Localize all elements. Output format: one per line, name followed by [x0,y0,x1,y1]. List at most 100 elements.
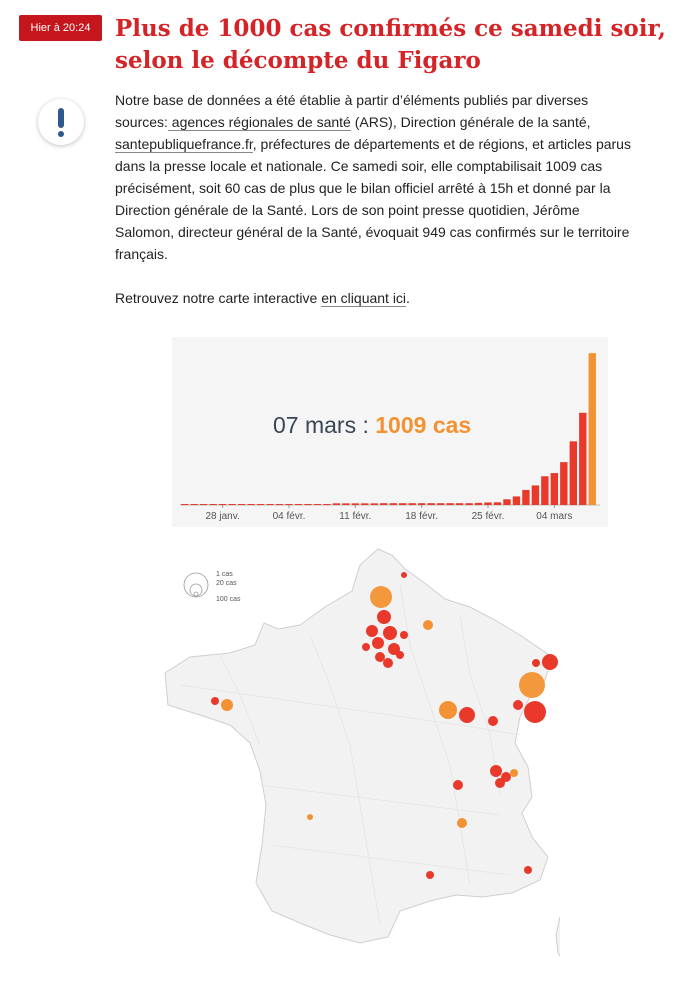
bar-25-janv- [190,504,198,505]
legend-circle-mid [189,583,203,597]
bubble-bretagne [211,697,219,705]
paragraph-sources: Notre base de données a été établie à pa… [115,89,635,265]
bubble-toulouse [426,871,434,879]
annotation-sep: : [356,412,375,438]
bar-19-f-vr- [427,503,435,505]
bubble-haute-savoie-1 [490,765,502,777]
bar-07-f-vr- [313,504,322,505]
bar-15-f-vr- [389,503,397,505]
link-santepublique[interactable]: santepubliquefrance.fr [115,136,253,153]
bar-26-f-vr- [493,502,502,505]
headline: Plus de 1000 cas confirmés ce samedi soi… [115,15,666,74]
bubble-lyon [453,780,463,790]
france-cases-map: 1 cas 20 cas 100 cas [160,545,560,975]
bubble-dijon [459,707,475,723]
bubble-strasbourg [542,654,558,670]
bubble-oise [370,586,392,608]
bubble-paris-6 [375,652,385,662]
bubble-paris-2 [366,625,378,637]
bubble-alsace-2 [532,659,540,667]
bubble-nord [401,572,407,578]
bubble-paris-5 [388,643,400,655]
bubble-paris-4 [372,637,384,649]
annotation-value: 1009 cas [375,412,471,438]
bar-27-f-vr- [503,499,511,505]
bar-23-f-vr- [465,503,473,505]
text-span: , préfectures de départements et de régi… [115,136,631,262]
time-badge: Hier à 20:24 [19,15,102,41]
x-tick-label: 25 févr. [472,511,505,522]
bar-28-f-vr- [512,496,521,505]
annotation-date-text: 07 mars [273,412,356,438]
link-ars[interactable]: agences régionales de santé [167,114,351,131]
bar-03-f-vr- [275,504,284,505]
bar-24-janv- [181,504,189,505]
bubble-cote-dor [439,701,457,719]
bar-29-f-vr- [522,489,530,505]
bar-20-f-vr- [436,503,445,505]
legend-circle-large [183,572,209,598]
bar-01-mars [531,485,540,505]
bar-05-f-vr- [294,504,303,505]
bar-31-janv- [247,504,255,505]
bubble-paris-1 [377,610,391,624]
bar-04-mars [560,462,568,505]
bubble-paris-3 [383,626,397,640]
bar-02-f-vr- [266,504,274,505]
bubble-paris-9 [362,643,370,651]
x-tick-label: 18 févr. [405,511,438,522]
link-interactive-map[interactable]: en cliquant ici [321,290,407,307]
legend-label-1: 1 cas [216,571,233,578]
map-svg: 1 cas 20 cas 100 cas [164,548,560,957]
bar-06-mars [579,412,587,505]
bar-03-mars [550,473,559,505]
legend-circle-small [193,591,199,597]
bar-04-f-vr- [285,504,293,505]
bubble-haute-savoie-4 [510,769,518,777]
bar-02-mars [541,476,549,505]
x-tick-label: 28 janv. [206,511,240,522]
bar-12-f-vr- [361,503,369,505]
chart-svg: 28 janv. 04 févr. 11 févr. 18 févr. 25 févr.… [180,353,600,522]
bubble-aisne [423,620,433,630]
article-body: Notre base de données a été établie à pa… [115,89,635,309]
bar-21-f-vr- [446,503,454,505]
bubble-alsace-1 [513,700,523,710]
exclamation-dot [58,131,64,137]
map-legend: 1 cas 20 cas 100 cas [183,571,241,603]
bar-26-janv- [200,504,208,505]
bar-22-f-vr- [455,503,464,505]
bar-09-f-vr- [332,503,341,505]
bubble-paris-10 [400,631,408,639]
bar-17-f-vr- [408,503,416,505]
bar-27-janv- [209,504,217,505]
bar-16-f-vr- [399,503,407,505]
bar-13-f-vr- [370,503,378,505]
paragraph-map-link: Retrouvez notre carte interactive en cli… [115,287,635,309]
bubble-doubs [488,716,498,726]
france-outline [164,548,553,944]
department-borders [179,584,521,926]
bar-11-f-vr- [351,503,360,505]
case-bubbles [211,572,558,879]
bubble-paris-7 [383,658,393,668]
annotation-date: 07 mars : 1009 cas [273,412,471,438]
text-span: Retrouvez notre carte interactive [115,290,322,306]
text-span: . [406,290,410,306]
text-span: Notre base de données a été établie à pa… [115,92,589,130]
legend-label-20: 20 cas [216,580,237,587]
bar-07-mars [588,353,596,505]
bar-30-janv- [237,504,246,505]
x-tick-label: 11 févr. [339,511,371,522]
x-tick-label: 04 févr. [273,511,306,522]
bubble-drome [457,818,467,828]
bubble-mulhouse [524,701,546,723]
bars-group [181,353,596,505]
bar-05-mars [569,441,577,505]
bar-14-f-vr- [380,503,388,505]
bar-08-f-vr- [323,504,331,505]
bar-18-f-vr- [417,503,426,505]
exclamation-icon [38,99,84,145]
cases-bar-chart: 28 janv. 04 févr. 11 févr. 18 févr. 25 févr.… [172,337,608,527]
bar-25-f-vr- [484,502,492,505]
